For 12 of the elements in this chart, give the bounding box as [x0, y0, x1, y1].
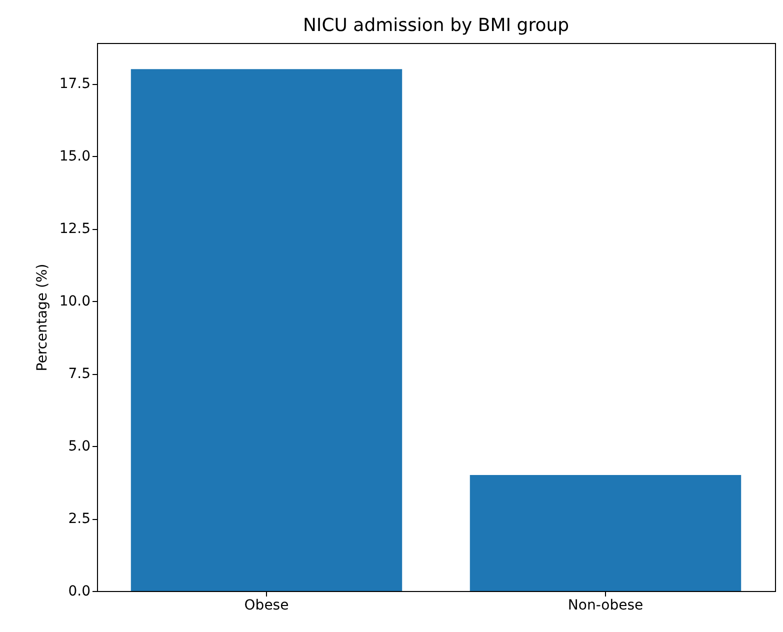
- y-tick-label: 5.0: [68, 438, 90, 455]
- chart-title: NICU admission by BMI group: [302, 15, 570, 36]
- y-tick-label: 15.0: [59, 148, 90, 165]
- y-tick-label: 2.5: [68, 511, 90, 528]
- x-tick-label: Non-obese: [568, 598, 644, 614]
- y-axis-title: Percentage (%): [34, 264, 50, 372]
- y-tick-label: 12.5: [59, 221, 90, 238]
- y-tick-label: 10.0: [59, 294, 90, 310]
- y-tick-label: 7.5: [68, 366, 90, 382]
- y-tick-label: 17.5: [59, 76, 90, 92]
- x-tick-label: Obese: [244, 598, 289, 614]
- y-tick-label: 0.0: [68, 584, 90, 600]
